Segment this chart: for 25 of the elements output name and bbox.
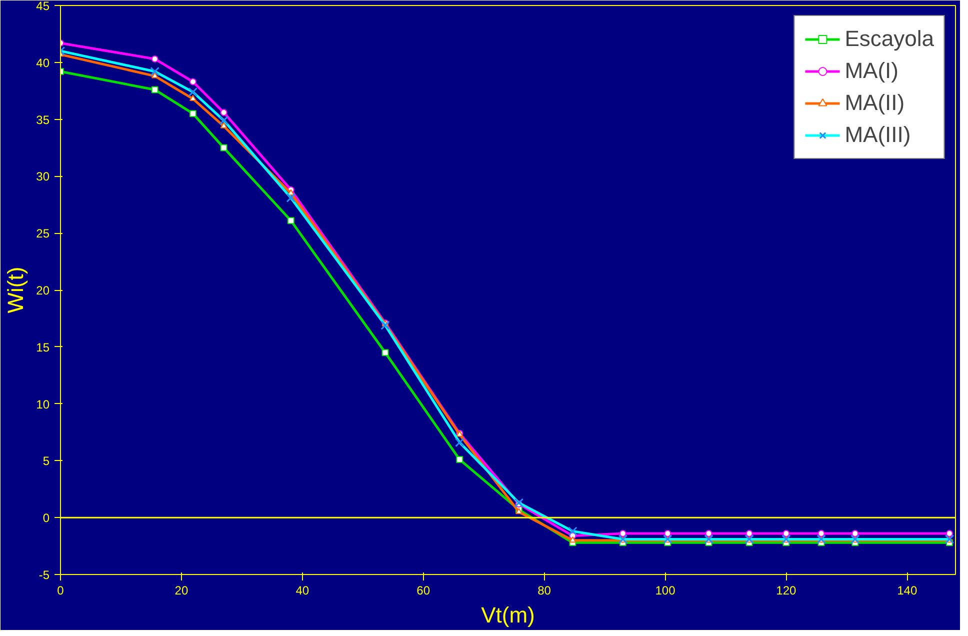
x-tick-label: 100 [655, 584, 676, 598]
x-tick-label: 120 [776, 584, 797, 598]
x-tick-label: 80 [538, 584, 552, 598]
y-tick-label: 20 [36, 284, 50, 298]
x-tick-label: 140 [897, 584, 918, 598]
y-tick-label: 15 [36, 340, 50, 354]
y-tick-label: 5 [42, 454, 50, 468]
y-tick-label: 10 [36, 397, 50, 412]
x-tick-label: 40 [296, 584, 310, 598]
x-tick-label: 0 [57, 584, 64, 598]
y-tick-label: 30 [36, 170, 50, 184]
x-axis-title: Vt(m) [481, 602, 535, 628]
x-tick-label: 20 [174, 584, 188, 598]
legend-label: MA(II) [844, 90, 905, 116]
legend-label: Escayola [844, 26, 934, 52]
y-tick-label: 35 [36, 112, 50, 127]
y-tick-label: 45 [36, 0, 50, 13]
y-tick-label: -5 [38, 568, 50, 582]
y-tick-label: 40 [36, 56, 50, 70]
legend-label: MA(III) [844, 122, 911, 148]
y-axis-title: Wi(t) [3, 266, 28, 314]
x-tick-label: 60 [416, 584, 430, 598]
y-tick-label: 25 [36, 226, 50, 241]
y-tick-label: 0 [42, 511, 50, 526]
legend-label: MA(I) [844, 58, 898, 84]
